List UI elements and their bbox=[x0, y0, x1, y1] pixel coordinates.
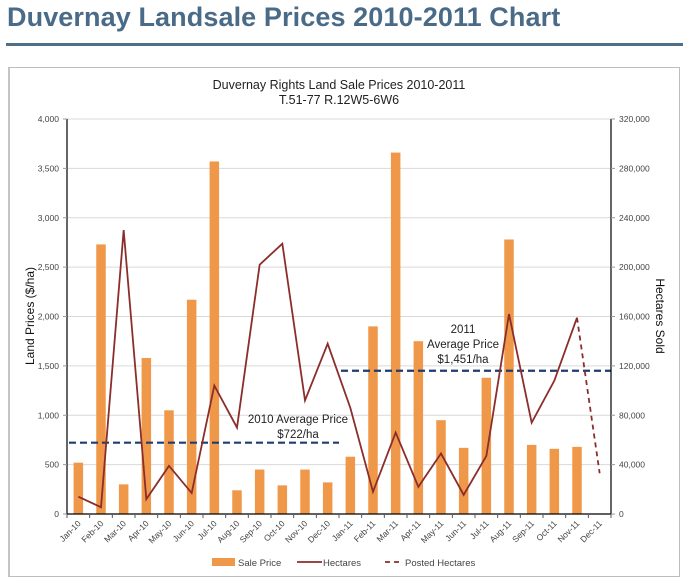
x-tick-label: Dec-11 bbox=[578, 518, 604, 544]
y2-tick-label: 280,000 bbox=[619, 163, 650, 173]
x-tick-label: Mar-10 bbox=[102, 518, 128, 544]
legend-swatch-sale-price bbox=[212, 558, 235, 566]
x-tick-label: Nov-10 bbox=[283, 518, 310, 545]
bar-sale-price bbox=[481, 377, 492, 514]
chart-subtitle: T.51-77 R.12W5-6W6 bbox=[279, 93, 399, 107]
bar-sale-price bbox=[368, 326, 378, 514]
y-axis-left-ticks: 0 500 1,000 1,500 2,000 2,500 3,000 3,500 4,000 bbox=[38, 114, 67, 519]
y-tick-label: 3,500 bbox=[38, 163, 60, 173]
x-tick-label: May-10 bbox=[146, 518, 173, 545]
y2-tick-label: 240,000 bbox=[619, 213, 650, 223]
legend: Sale Price Hectares Posted Hectares bbox=[212, 558, 475, 569]
x-tick-label: Oct-10 bbox=[262, 518, 287, 543]
bar-sale-price bbox=[322, 482, 333, 514]
y-tick-label: 4,000 bbox=[38, 114, 60, 124]
y2-tick-label: 200,000 bbox=[619, 262, 650, 272]
x-tick-label: Aug-10 bbox=[215, 518, 242, 545]
x-tick-label: Sep-11 bbox=[510, 518, 536, 544]
bar-sale-price bbox=[96, 244, 106, 514]
y-tick-label: 500 bbox=[45, 460, 59, 470]
bars-sale-price bbox=[73, 152, 582, 514]
x-tick-label: Jan-11 bbox=[330, 518, 355, 543]
bar-sale-price bbox=[572, 446, 582, 514]
bar-sale-price bbox=[300, 469, 310, 514]
bar-sale-price bbox=[73, 462, 84, 514]
x-tick-label: Dec-10 bbox=[306, 518, 333, 545]
y2-tick-label: 160,000 bbox=[619, 312, 650, 322]
bar-sale-price bbox=[277, 485, 288, 514]
x-tick-label: Aug-11 bbox=[487, 518, 513, 544]
x-tick-label: Feb-11 bbox=[352, 518, 378, 544]
chart-title: Duvernay Rights Land Sale Prices 2010-20… bbox=[213, 78, 466, 92]
x-tick-label: Jun-11 bbox=[443, 518, 468, 543]
x-tick-label: Oct-11 bbox=[534, 518, 559, 543]
y2-tick-label: 320,000 bbox=[619, 114, 650, 124]
bar-sale-price bbox=[549, 448, 560, 514]
annotation-2011-sublabel: Average Price bbox=[427, 339, 499, 351]
bar-sale-price bbox=[209, 161, 220, 514]
y-tick-label: 3,000 bbox=[38, 213, 60, 223]
bar-sale-price bbox=[141, 357, 152, 514]
y2-tick-label: 40,000 bbox=[619, 460, 645, 470]
bar-sale-price bbox=[458, 447, 469, 514]
y-axis-right-ticks: 0 40,000 80,000 120,000 160,000 200,000 240,00… bbox=[611, 114, 650, 519]
bar-sale-price bbox=[164, 410, 174, 514]
annotation-2010-value: $722/ha bbox=[277, 429, 319, 441]
bar-sale-price bbox=[413, 341, 424, 514]
x-tick-label: Jan-10 bbox=[57, 518, 83, 544]
annotation-2010-label: 2010 Average Price bbox=[248, 414, 348, 426]
y-tick-label: 2,000 bbox=[38, 312, 60, 322]
y2-tick-label: 0 bbox=[619, 509, 624, 519]
y-tick-label: 2,500 bbox=[38, 262, 60, 272]
y2-tick-label: 120,000 bbox=[619, 361, 650, 371]
line-hectares bbox=[77, 230, 578, 509]
x-tick-label: Feb-10 bbox=[79, 518, 105, 544]
y-axis-label: Land Prices ($/ha) bbox=[23, 267, 37, 365]
legend-label-hectares: Hectares bbox=[323, 558, 361, 569]
y-tick-label: 1,500 bbox=[38, 361, 60, 371]
x-tick-label: Jun-10 bbox=[171, 518, 197, 544]
x-tick-label: Mar-11 bbox=[374, 518, 400, 544]
title-divider bbox=[6, 43, 683, 46]
bar-sale-price bbox=[345, 456, 356, 514]
x-tick-label: Nov-11 bbox=[555, 518, 581, 544]
y2-tick-label: 80,000 bbox=[619, 410, 645, 420]
average-lines bbox=[69, 369, 611, 444]
bar-sale-price bbox=[186, 299, 197, 514]
annotation-2011-value: $1,451/ha bbox=[437, 354, 489, 366]
legend-label-sale-price: Sale Price bbox=[238, 558, 281, 569]
bar-sale-price bbox=[504, 239, 514, 514]
bar-sale-price bbox=[436, 420, 446, 514]
bar-sale-price bbox=[232, 490, 242, 514]
bar-sale-price bbox=[390, 152, 401, 514]
y-tick-label: 1,000 bbox=[38, 410, 60, 420]
x-tick-label: May-11 bbox=[419, 518, 446, 545]
page-title: Duvernay Landsale Prices 2010-2011 Chart bbox=[7, 2, 561, 32]
bar-sale-price bbox=[526, 444, 537, 514]
lines-hectares bbox=[77, 230, 601, 509]
legend-label-posted-hectares: Posted Hectares bbox=[405, 558, 475, 569]
y-tick-label: 0 bbox=[54, 509, 59, 519]
average-annotations: 2010 Average Price $722/ha 2011 Average Pri… bbox=[248, 324, 499, 441]
x-tick-label: Sep-10 bbox=[238, 518, 265, 545]
line-posted-hectares bbox=[576, 317, 601, 474]
annotation-2011-label: 2011 bbox=[451, 324, 476, 336]
y2-axis-label: Hectares Sold bbox=[653, 278, 667, 353]
gridlines bbox=[67, 118, 611, 466]
bar-sale-price bbox=[254, 469, 265, 514]
bar-sale-price bbox=[118, 484, 129, 514]
